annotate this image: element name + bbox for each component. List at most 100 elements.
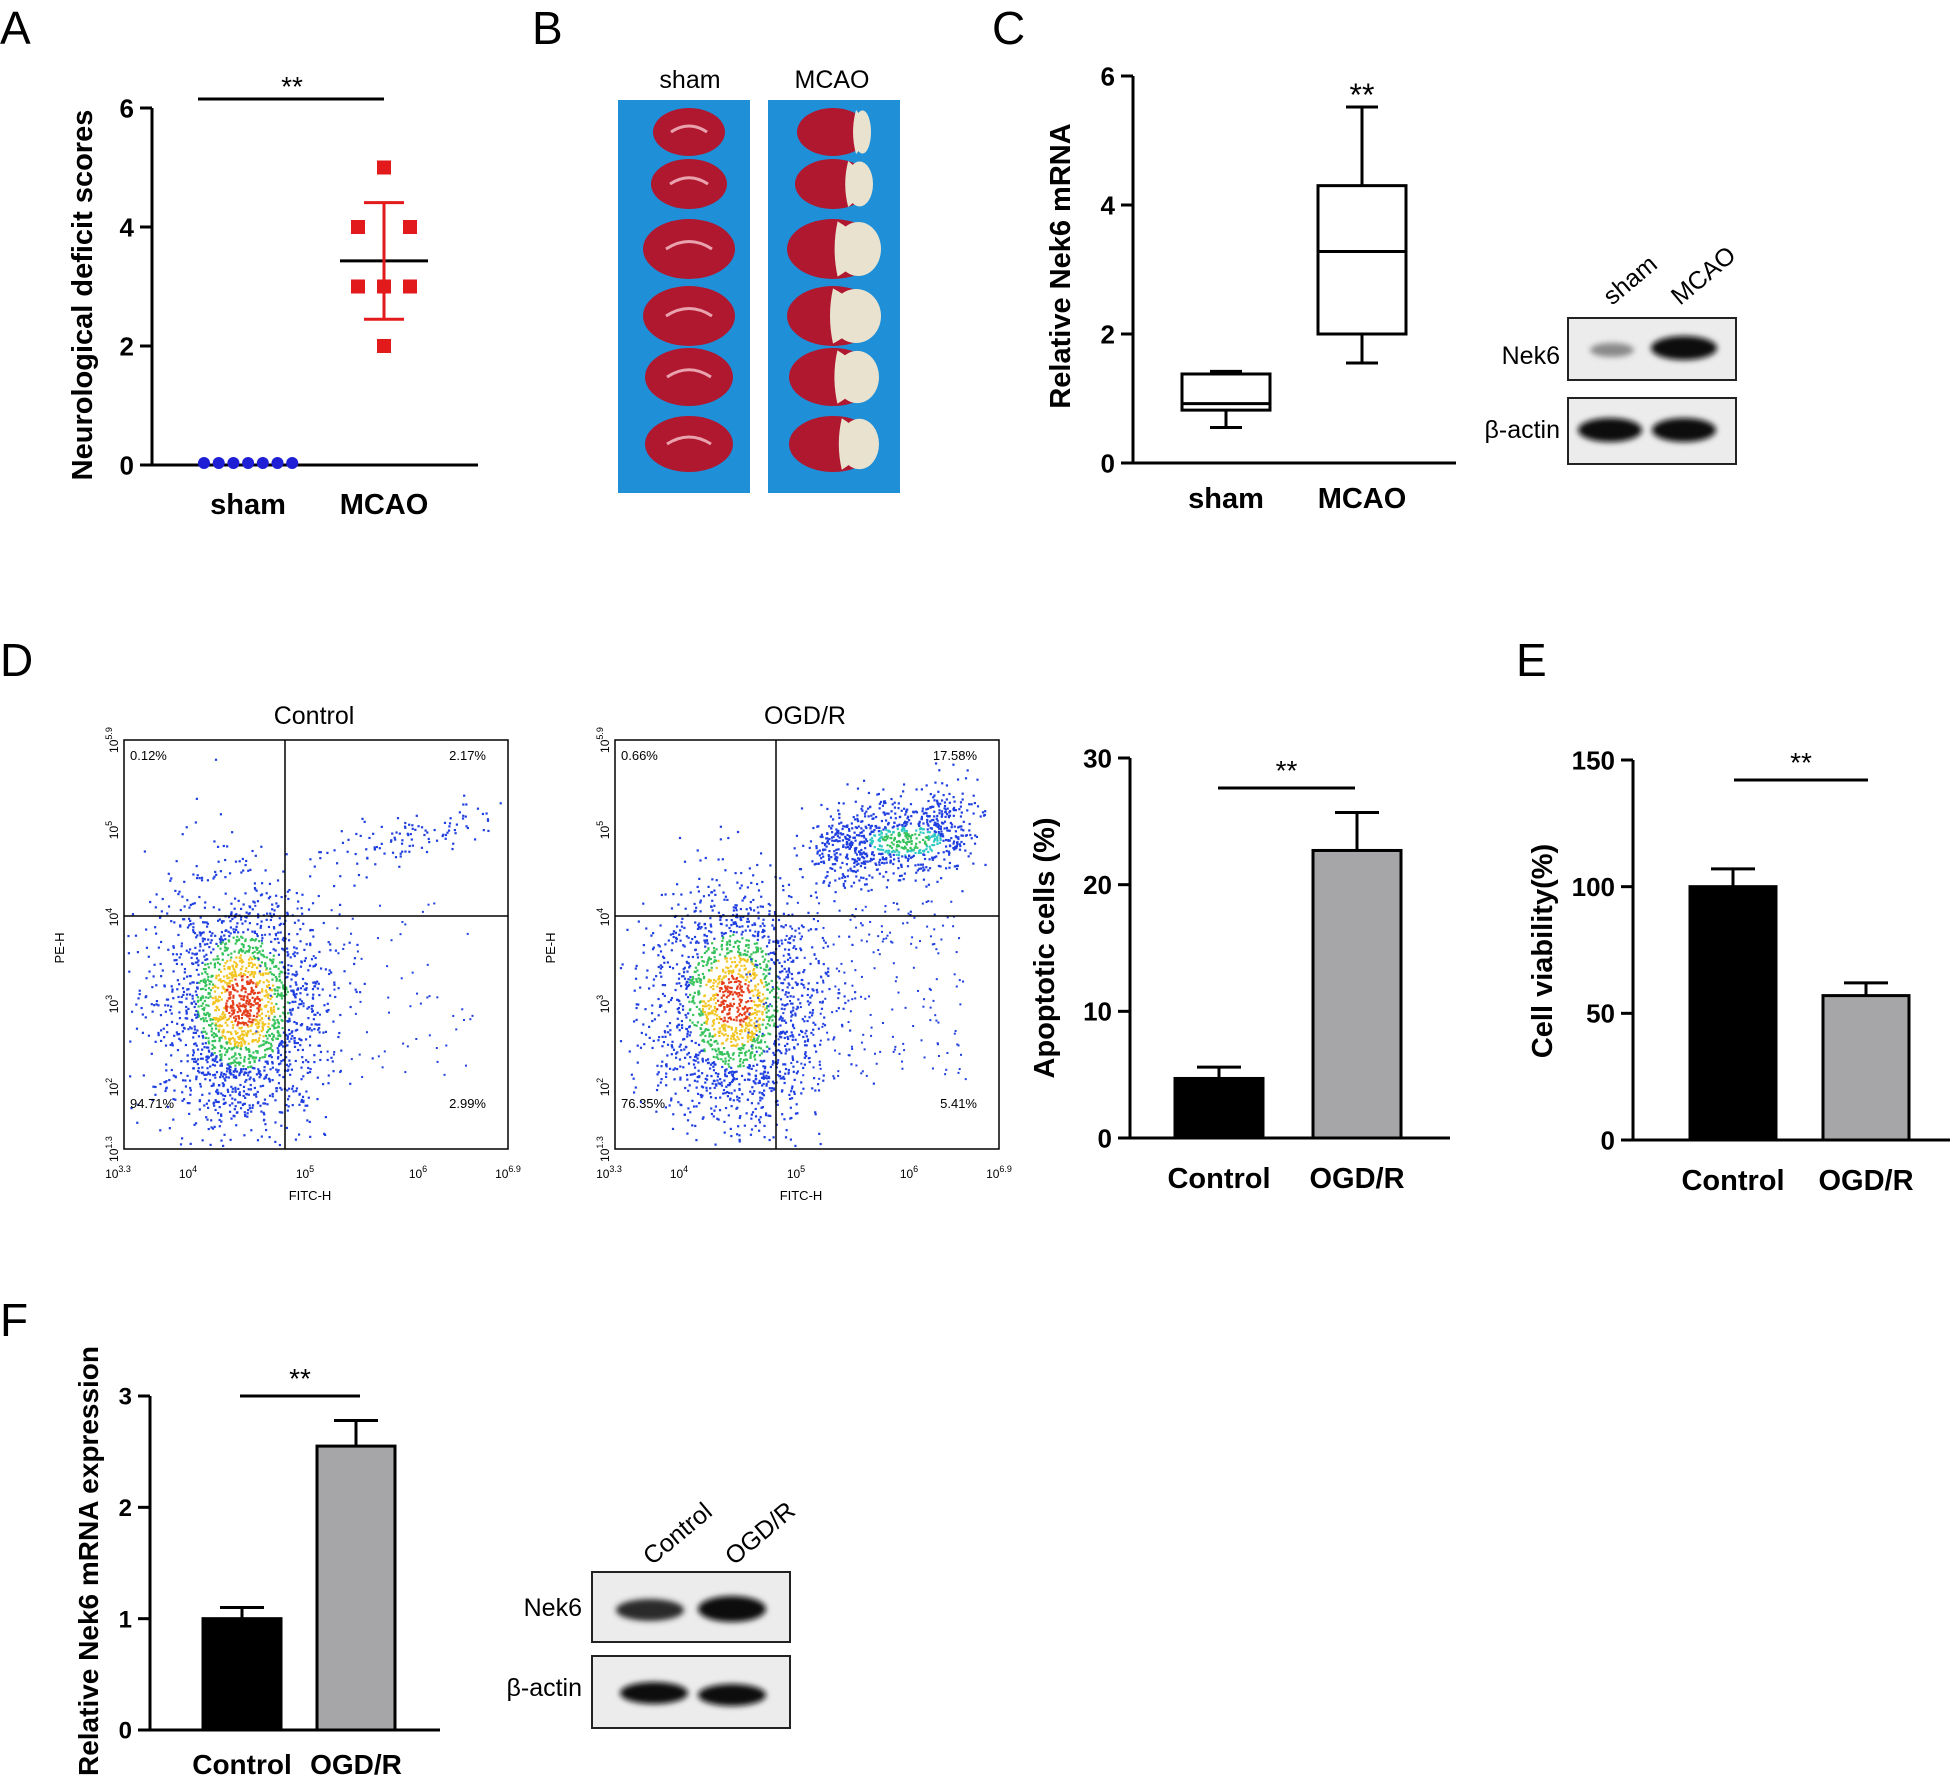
flow-event-0-238 [185, 975, 189, 978]
flow-event-0-2096 [294, 1000, 297, 1003]
flow-event-0-1974 [251, 1018, 254, 1021]
flow-event-0-1133 [271, 984, 275, 987]
flow-event-0-820 [273, 909, 276, 912]
flow-event-1-1554 [807, 982, 810, 985]
flow-event-1-1089 [760, 1052, 763, 1055]
flow-event-stray-0-25 [269, 994, 272, 997]
flow-event-0-2019 [222, 1083, 226, 1086]
flow-event-ur-1-324 [841, 827, 844, 831]
flow-event-ur-0-37 [333, 884, 336, 888]
flow-event-ur-1-443 [869, 832, 872, 835]
flow-event-0-1779 [187, 1028, 190, 1031]
flow-event-1-803 [780, 1007, 783, 1010]
flow-event-1-1628 [733, 1071, 736, 1074]
flow-event-stray-0-67 [445, 1044, 448, 1047]
flow-event-0-28 [188, 924, 191, 927]
flow-event-1-401 [757, 917, 760, 920]
flow-event-1-1558 [715, 1084, 718, 1087]
flow-event-1-424 [814, 1113, 817, 1116]
flow-event-0-16 [226, 1024, 229, 1027]
flow-event-1-1077 [709, 1005, 712, 1008]
flow-event-1-1231 [757, 934, 760, 937]
flow-event-1-1117 [796, 1070, 800, 1073]
flow-event-1-1783 [777, 1043, 781, 1046]
flow-event-1-1063 [737, 1065, 740, 1068]
flow-event-0-1559 [160, 975, 163, 978]
flow-event-1-1166 [735, 987, 739, 990]
flow-event-1-1634 [776, 1103, 779, 1106]
flow-event-0-252 [211, 1018, 215, 1021]
flow-event-0-904 [232, 1011, 236, 1014]
flow-event-1-1548 [725, 948, 729, 951]
flow-event-1-552 [760, 1106, 763, 1109]
flow-event-1-1178 [756, 932, 760, 935]
flow-event-1-941 [700, 1095, 703, 1099]
flow-event-0-1630 [282, 984, 286, 987]
flow-event-1-1568 [723, 975, 726, 978]
flow-event-0-1692 [171, 988, 174, 991]
flow-event-0-1787 [234, 970, 237, 974]
flow-event-0-1074 [201, 1072, 204, 1075]
flow-event-1-1026 [748, 1021, 751, 1024]
flow-event-0-1231 [189, 919, 192, 923]
flow-event-0-40 [300, 1098, 303, 1102]
flow-event-1-596 [783, 1044, 787, 1048]
flow-event-ur-1-600 [895, 848, 898, 851]
d-ytick-label-10: 10 [1083, 997, 1112, 1027]
flow-event-1-902 [789, 956, 792, 959]
flow-event-1-650 [670, 949, 673, 952]
flow-event-1-1094 [819, 1001, 822, 1004]
flow-event-1-1208 [784, 948, 787, 951]
flow-event-1-312 [759, 947, 762, 950]
flow-event-0-1554 [210, 939, 213, 942]
flow-event-1-1101 [762, 1089, 766, 1092]
flow-event-1-1706 [703, 1049, 706, 1053]
flow-event-0-1271 [261, 1084, 265, 1087]
flow-event-0-1234 [230, 1047, 234, 1050]
flow-event-ur-1-143 [863, 812, 867, 815]
flow-event-0-1866 [218, 968, 221, 971]
flow-event-0-221 [307, 908, 311, 911]
flow-event-0-1426 [216, 961, 220, 964]
flow-event-0-358 [252, 1014, 255, 1017]
flow-event-1-1418 [792, 959, 795, 962]
flow-event-0-1547 [234, 1098, 237, 1101]
flow-event-0-310 [316, 987, 319, 990]
flow-event-1-677 [767, 1032, 770, 1035]
flow-event-1-925 [700, 1023, 703, 1026]
flow-event-1-1520 [718, 1017, 721, 1021]
flow-event-0-1533 [263, 1118, 266, 1121]
flow-event-1-526 [682, 944, 685, 947]
flow-event-1-1044 [746, 1035, 749, 1038]
flow-event-1-1516 [817, 959, 820, 963]
flow-event-1-150 [724, 1062, 727, 1065]
flow-event-0-1983 [253, 1067, 256, 1070]
flow-event-0-437 [271, 1092, 274, 1096]
flow-event-0-1677 [262, 1043, 266, 1046]
flow-event-ur-1-633 [827, 884, 831, 887]
flow-event-0-1210 [248, 1054, 251, 1057]
flow-event-1-726 [787, 982, 790, 985]
flow-event-0-1332 [208, 1050, 211, 1053]
flow-event-1-907 [783, 1036, 786, 1040]
flow-event-1-1091 [765, 1077, 769, 1080]
flow-event-0-1659 [271, 903, 274, 906]
flow-event-0-43 [307, 1096, 310, 1099]
flow-event-0-1767 [186, 1017, 189, 1020]
flow-event-1-1087 [722, 1028, 725, 1031]
flow-event-1-1717 [723, 1120, 726, 1124]
flow-event-1-1332 [696, 1021, 699, 1024]
flow-event-ur-1-459 [944, 845, 948, 848]
flow-event-1-1112 [703, 933, 706, 936]
flow-event-0-295 [267, 897, 271, 900]
flow-event-stray-0-48 [416, 992, 419, 995]
flow-event-ur-0-50 [411, 827, 414, 831]
flow-event-ur-1-587 [943, 801, 947, 804]
flow-event-0-2016 [198, 1071, 201, 1074]
flow-event-ur-1-89 [953, 865, 956, 868]
flow-event-1-1890 [633, 989, 636, 992]
flow-event-0-1236 [213, 1073, 217, 1076]
flow-event-0-1848 [248, 998, 251, 1002]
flow-event-1-510 [689, 981, 692, 984]
